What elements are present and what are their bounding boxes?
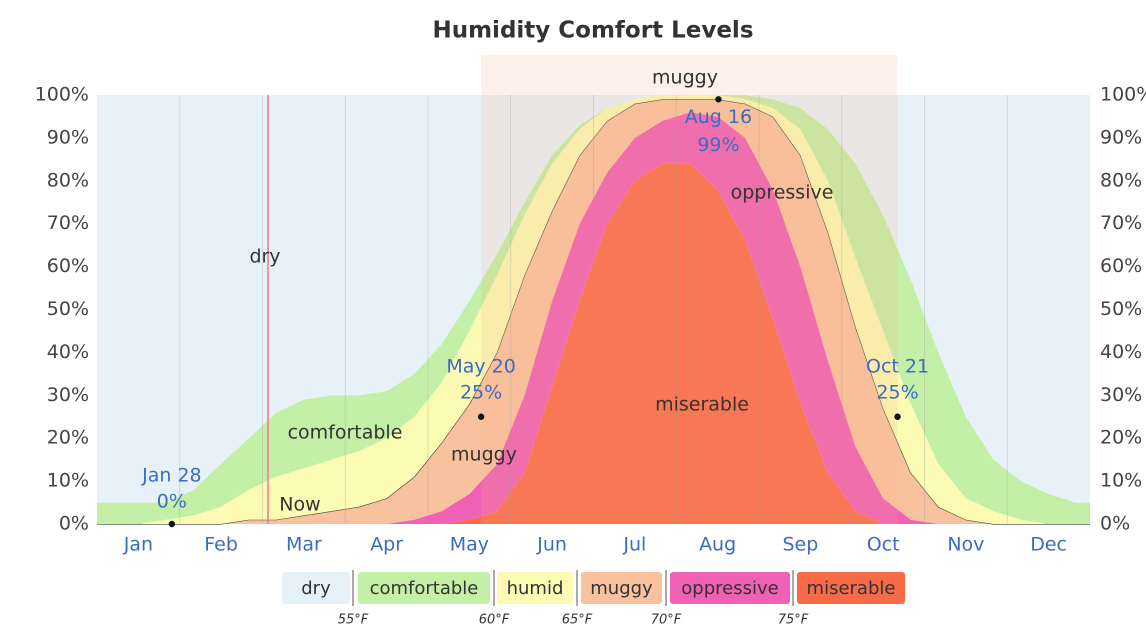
annotation-date: Jan 28 (141, 465, 202, 487)
area (97, 95, 1090, 503)
y-tick-label: 50% (47, 298, 89, 320)
x-tick-label: May (450, 534, 489, 556)
x-tick-label: Jul (622, 534, 646, 556)
legend-swatch (358, 572, 490, 604)
band-label: oppressive (731, 182, 834, 204)
annotation-value: 25% (876, 381, 918, 403)
y2-tick-label: 0% (1100, 513, 1130, 535)
y-tick-label: 40% (47, 341, 89, 363)
band-label: comfortable (288, 422, 403, 444)
y2-tick-label: 40% (1100, 341, 1142, 363)
x-tick-label: Mar (286, 534, 322, 556)
y2-tick-label: 100% (1100, 84, 1146, 106)
legend-swatch (670, 572, 790, 604)
muggy-period (481, 55, 898, 524)
y2-tick-label: 90% (1100, 126, 1142, 148)
x-tick-label: Nov (947, 534, 984, 556)
x-tick-label: Sep (782, 534, 818, 556)
y2-tick-label: 10% (1100, 470, 1142, 492)
area (97, 99, 1090, 525)
band-label: miserable (655, 394, 749, 416)
y-tick-label: 80% (47, 169, 89, 191)
y-tick-label: 20% (47, 427, 89, 449)
legend-swatch (797, 572, 905, 604)
area (97, 112, 1090, 524)
x-tick-label: Oct (867, 534, 900, 556)
area (97, 95, 1090, 524)
band-label: muggy (652, 67, 718, 89)
legend-threshold: 70°F (651, 613, 682, 628)
annotation-date: Aug 16 (685, 106, 752, 128)
y2-tick-label: 50% (1100, 298, 1142, 320)
y-tick-label: 0% (59, 513, 89, 535)
legend-threshold: 75°F (778, 613, 809, 628)
legend-label: humid (507, 578, 564, 599)
annotation-value: 25% (460, 381, 502, 403)
y2-tick-label: 70% (1100, 212, 1142, 234)
annotation-value: 0% (157, 491, 187, 513)
annotation-dot (894, 413, 901, 420)
legend-threshold: 55°F (338, 613, 369, 628)
y-tick-label: 10% (47, 470, 89, 492)
y2-tick-label: 60% (1100, 255, 1142, 277)
annotation-date: May 20 (446, 355, 516, 377)
annotation-date: Oct 21 (866, 355, 929, 377)
y2-tick-label: 30% (1100, 384, 1142, 406)
x-tick-label: Dec (1030, 534, 1067, 556)
x-tick-label: Aug (699, 534, 736, 556)
legend-label: oppressive (681, 578, 778, 599)
legend-label: comfortable (370, 578, 479, 599)
legend-swatch (282, 572, 350, 604)
legend-label: dry (301, 578, 331, 599)
y-tick-label: 70% (47, 212, 89, 234)
legend-swatch (581, 572, 662, 604)
annotation-value: 99% (697, 134, 739, 156)
annotation-dot (168, 520, 176, 528)
x-tick-label: Jun (536, 534, 567, 556)
legend-label: miserable (807, 578, 896, 599)
x-tick-label: Jan (123, 534, 153, 556)
annotation-dot (477, 413, 485, 420)
y-tick-label: 90% (47, 126, 89, 148)
x-tick-label: Feb (204, 534, 238, 556)
y-tick-label: 100% (35, 84, 89, 106)
now-label: Now (279, 494, 320, 516)
band-label: dry (249, 246, 280, 268)
chart-title: Humidity Comfort Levels (432, 18, 753, 44)
legend-threshold: 60°F (479, 613, 510, 628)
area (97, 163, 1090, 524)
legend-swatch (497, 572, 573, 604)
x-tick-label: Apr (370, 534, 403, 556)
legend-label: muggy (590, 578, 653, 599)
annotation-dot (715, 96, 722, 103)
y-tick-label: 30% (47, 384, 89, 406)
y2-tick-label: 80% (1100, 169, 1142, 191)
y-tick-label: 60% (47, 255, 89, 277)
band-label: muggy (451, 444, 517, 466)
y2-tick-label: 20% (1100, 427, 1142, 449)
legend-threshold: 65°F (562, 613, 593, 628)
